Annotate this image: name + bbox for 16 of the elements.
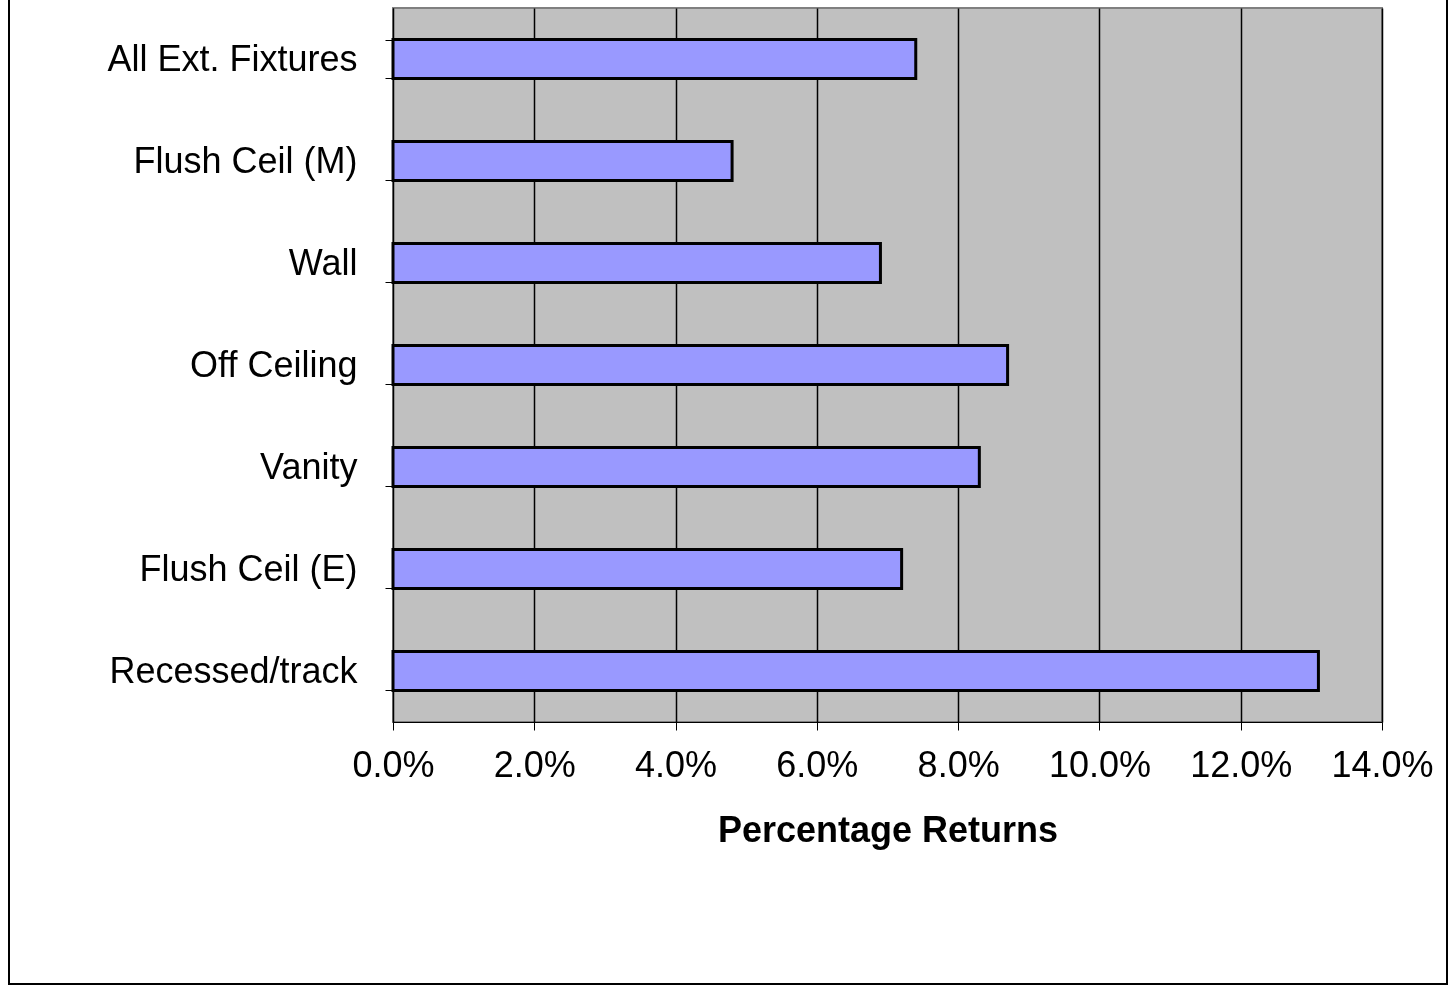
- x-tick-label: 4.0%: [635, 743, 718, 785]
- x-tick-label: 12.0%: [1190, 743, 1293, 785]
- x-axis-title: Percentage Returns: [717, 808, 1059, 850]
- y-tick-label: Flush Ceil (M): [133, 139, 358, 181]
- y-tick-label: Recessed/track: [109, 649, 359, 691]
- x-tick-label: 2.0%: [493, 743, 576, 785]
- y-tick-label: Wall: [288, 241, 358, 283]
- x-tick-label: 10.0%: [1048, 743, 1151, 785]
- x-tick-label: 14.0%: [1331, 743, 1434, 785]
- x-tick-label: 0.0%: [352, 743, 435, 785]
- x-tick-label: 8.0%: [917, 743, 1000, 785]
- y-tick-label: Off Ceiling: [190, 343, 358, 385]
- y-tick-label: Vanity: [260, 445, 358, 487]
- y-tick-label: All Ext. Fixtures: [107, 37, 358, 79]
- x-tick-label: 6.0%: [776, 743, 859, 785]
- y-tick-label: Flush Ceil (E): [139, 547, 358, 589]
